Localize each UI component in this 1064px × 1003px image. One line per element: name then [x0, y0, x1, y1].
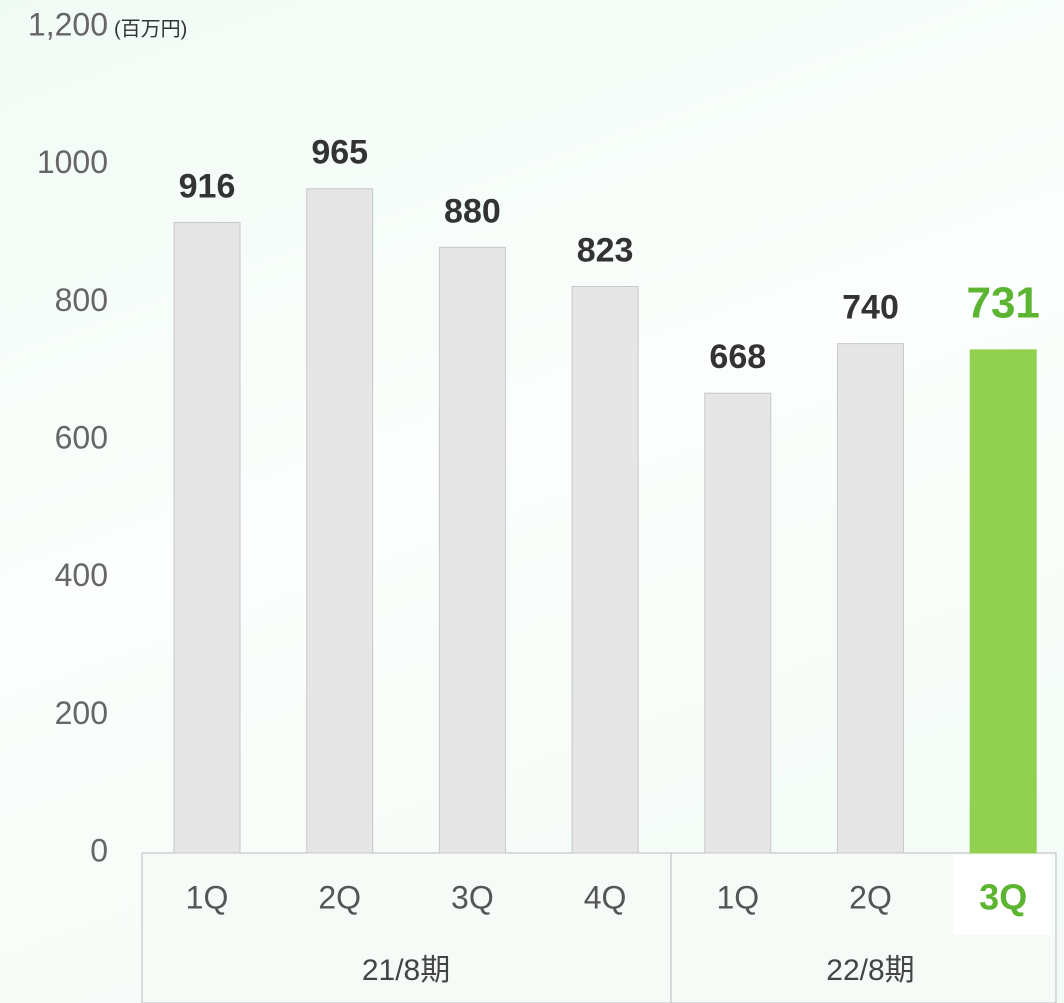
group-label: 21/8期 — [362, 954, 450, 987]
bar — [438, 246, 506, 854]
value-label: 880 — [444, 192, 501, 230]
value-label: 916 — [179, 167, 236, 205]
bar — [571, 286, 639, 854]
y-tick-label: 0 — [90, 832, 108, 868]
bar — [969, 349, 1037, 854]
y-tick-label: 600 — [55, 419, 108, 455]
bar — [837, 343, 904, 854]
value-label: 965 — [311, 134, 368, 172]
value-label: 823 — [577, 231, 634, 269]
group-label: 22/8期 — [826, 954, 914, 987]
value-label: 668 — [709, 338, 766, 376]
value-label: 740 — [842, 289, 899, 327]
x-tick-label: 3Q — [451, 879, 494, 915]
x-tick-label: 2Q — [318, 879, 361, 915]
x-tick-label: 4Q — [584, 879, 627, 915]
bar — [173, 221, 241, 854]
value-label: 731 — [966, 278, 1039, 327]
y-tick-label: 800 — [55, 282, 108, 318]
axis-table — [141, 852, 1057, 1003]
unit-label: (百万円) — [114, 18, 187, 40]
highlight-cell — [953, 855, 1052, 935]
x-tick-label: 1Q — [716, 879, 759, 915]
y-tick-label: 400 — [55, 557, 108, 593]
bar — [306, 188, 374, 854]
y-tick-label: 1000 — [37, 144, 108, 180]
y-tick-label: 1,200 — [28, 6, 108, 42]
x-tick-label: 3Q — [979, 877, 1027, 918]
x-tick-label: 1Q — [186, 879, 229, 915]
y-tick-label: 200 — [55, 695, 108, 731]
bar — [704, 392, 772, 854]
x-tick-label: 2Q — [849, 879, 892, 915]
